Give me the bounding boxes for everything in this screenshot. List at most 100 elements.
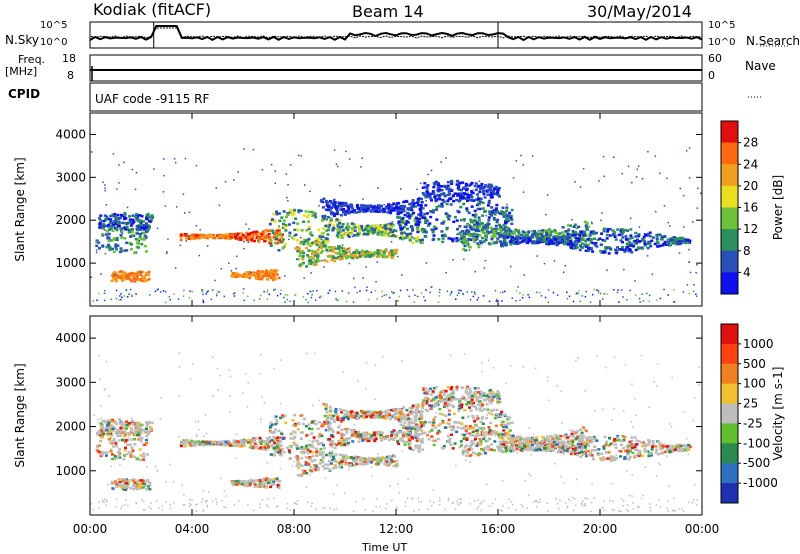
- data-cell: [415, 201, 419, 205]
- data-cell: [406, 289, 409, 291]
- data-cell: [278, 219, 282, 223]
- data-cell: [502, 215, 506, 218]
- data-cell: [308, 244, 312, 248]
- data-cell: [419, 182, 422, 185]
- data-cell: [348, 262, 351, 265]
- data-cell: [387, 203, 391, 206]
- data-cell: [143, 244, 147, 248]
- data-cell: [306, 456, 310, 460]
- data-cell: [594, 241, 598, 245]
- data-cell: [292, 209, 296, 212]
- data-cell: [188, 211, 191, 213]
- data-cell: [360, 437, 364, 440]
- data-cell: [305, 299, 307, 301]
- data-cell: [453, 215, 457, 219]
- data-cell: [377, 249, 380, 252]
- data-cell: [337, 439, 341, 443]
- data-cell: [110, 429, 114, 433]
- data-cell: [476, 223, 480, 226]
- data-cell: [415, 240, 419, 243]
- data-cell: [142, 231, 146, 234]
- data-cell: [492, 229, 496, 232]
- data-cell: [598, 180, 600, 182]
- data-cell: [477, 184, 481, 188]
- data-cell: [319, 447, 323, 451]
- data-cell: [115, 289, 118, 292]
- data-cell: [621, 246, 625, 249]
- data-cell: [104, 229, 106, 231]
- data-cell: [122, 484, 126, 487]
- data-cell: [411, 229, 414, 232]
- data-cell: [344, 454, 348, 457]
- data-cell: [109, 450, 113, 453]
- data-cell: [300, 236, 302, 239]
- data-cell: [100, 422, 103, 426]
- data-cell: [430, 210, 434, 214]
- data-cell: [498, 235, 502, 239]
- data-cell: [673, 301, 675, 303]
- data-cell: [427, 438, 431, 441]
- data-cell: [506, 214, 510, 217]
- data-cell: [145, 424, 149, 427]
- data-cell: [189, 439, 193, 443]
- colorbar-tick-label: 16: [743, 201, 758, 215]
- data-cell: [336, 206, 340, 209]
- data-cell: [443, 194, 447, 198]
- data-cell: [443, 184, 447, 188]
- data-cell: [116, 244, 120, 247]
- data-cell: [498, 432, 502, 436]
- data-cell: [556, 294, 559, 296]
- data-cell: [130, 446, 134, 449]
- data-cell: [321, 206, 325, 209]
- data-cell: [136, 246, 140, 249]
- data-cell: [294, 293, 297, 296]
- data-cell: [361, 229, 365, 232]
- data-cell: [292, 441, 296, 444]
- data-cell: [506, 422, 510, 426]
- data-cell: [545, 213, 547, 216]
- freq-panel-frame: [89, 54, 703, 82]
- data-cell: [300, 450, 303, 454]
- data-cell: [333, 464, 337, 467]
- data-cell: [355, 211, 359, 214]
- data-cell: [249, 480, 253, 483]
- data-cell: [455, 179, 459, 183]
- data-cell: [205, 236, 209, 240]
- data-cell: [396, 208, 400, 212]
- data-cell: [203, 234, 207, 237]
- data-cell: [522, 294, 524, 296]
- data-cell: [509, 229, 513, 233]
- data-cell: [274, 436, 278, 440]
- data-cell: [524, 234, 528, 237]
- data-cell: [124, 440, 127, 444]
- data-cell: [379, 209, 383, 213]
- data-cell: [387, 456, 391, 460]
- data-cell: [360, 253, 364, 256]
- data-cell: [471, 228, 474, 231]
- data-cell: [256, 273, 260, 276]
- data-cell: [197, 440, 200, 443]
- data-cell: [388, 455, 392, 458]
- data-cell: [591, 250, 595, 253]
- data-cell: [504, 290, 506, 293]
- data-cell: [119, 478, 123, 481]
- data-cell: [457, 292, 460, 294]
- data-cell: [316, 255, 320, 258]
- data-cell: [275, 241, 279, 245]
- data-cell: [400, 230, 404, 233]
- data-cell: [269, 485, 273, 489]
- data-cell: [470, 181, 474, 185]
- data-cell: [414, 423, 418, 426]
- data-cell: [445, 157, 447, 159]
- data-cell: [252, 233, 256, 236]
- data-cell: [487, 431, 491, 434]
- data-cell: [553, 238, 557, 241]
- data-cell: [395, 203, 399, 206]
- data-cell: [450, 180, 454, 184]
- data-cell: [388, 251, 392, 255]
- data-cell: [150, 421, 154, 425]
- data-cell: [280, 216, 284, 219]
- data-cell: [387, 208, 391, 211]
- data-cell: [438, 197, 442, 201]
- data-cell: [583, 220, 587, 224]
